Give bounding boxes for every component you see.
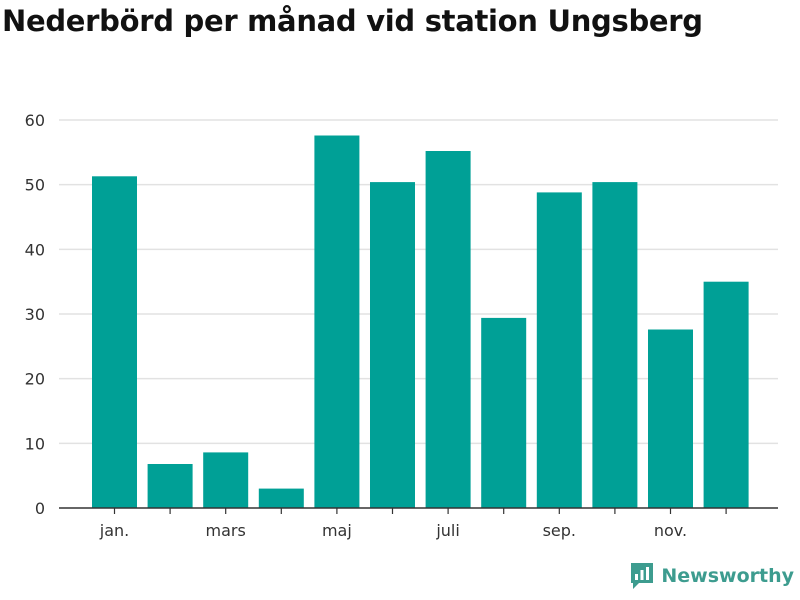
newsworthy-logo-icon <box>631 563 654 589</box>
bar-sep[interactable] <box>536 192 582 508</box>
newsworthy-logo-text: Newsworthy <box>661 565 794 587</box>
bar-mars[interactable] <box>203 452 249 508</box>
bar-aug[interactable] <box>481 317 527 508</box>
x-tick-label: maj <box>322 521 352 540</box>
bar-apr[interactable] <box>258 488 304 508</box>
x-tick-label: sep. <box>543 521 576 540</box>
chart-title: Nederbörd per månad vid station Ungsberg <box>2 4 703 38</box>
bar-dec[interactable] <box>703 281 749 508</box>
x-tick-label: juli <box>435 521 459 540</box>
gridlines <box>59 119 778 445</box>
x-tick-label: mars <box>206 521 246 540</box>
x-axis-labels: jan. mars maj juli sep. nov. <box>99 521 687 540</box>
y-tick-label: 60 <box>25 111 45 130</box>
y-tick-label: 30 <box>25 305 45 324</box>
bar-okt[interactable] <box>592 182 638 508</box>
y-tick-label: 0 <box>35 499 45 518</box>
bar-jan[interactable] <box>92 176 137 509</box>
y-axis: 0 10 20 30 40 50 60 <box>25 111 45 518</box>
newsworthy-logo[interactable]: Newsworthy <box>629 561 794 591</box>
y-tick-label: 40 <box>25 240 45 259</box>
y-tick-label: 50 <box>25 176 45 195</box>
y-tick-label: 10 <box>25 434 45 453</box>
bar-nov[interactable] <box>648 329 693 509</box>
bar-feb[interactable] <box>147 464 193 508</box>
bar-juni[interactable] <box>370 182 415 508</box>
x-axis <box>59 507 778 514</box>
bars <box>92 135 749 509</box>
y-tick-label: 20 <box>25 370 45 389</box>
x-tick-label: nov. <box>654 521 687 540</box>
x-tick-label: jan. <box>99 521 129 540</box>
bar-maj[interactable] <box>314 135 360 509</box>
bar-juli[interactable] <box>425 151 471 508</box>
